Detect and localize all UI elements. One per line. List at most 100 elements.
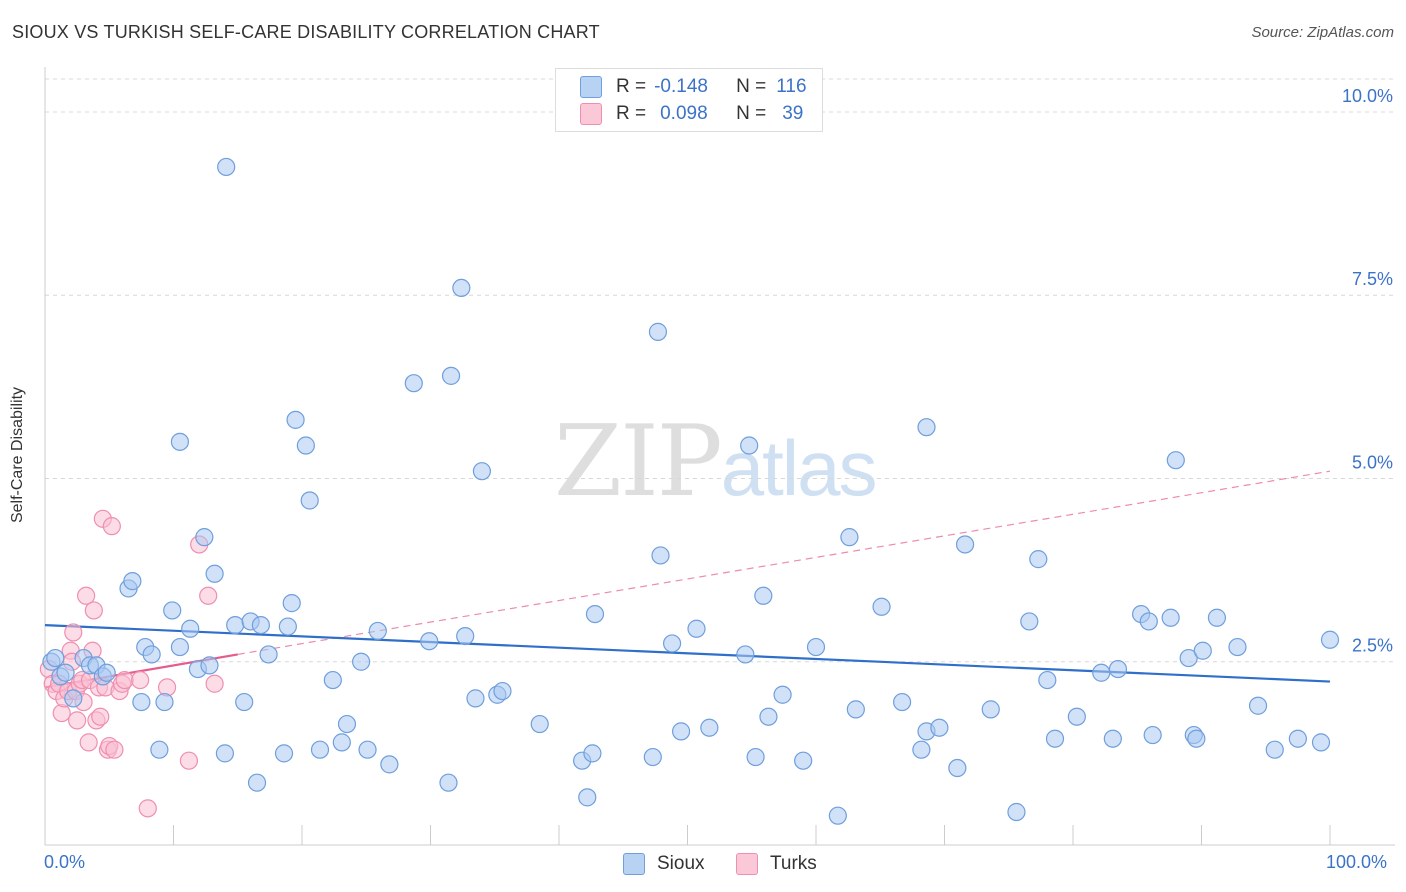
sioux-point (337, 714, 357, 734)
turks-point (199, 586, 218, 605)
sioux-point (278, 617, 297, 636)
sioux-point (142, 645, 161, 664)
sioux-point (912, 740, 931, 759)
legend-n-label: N = (736, 76, 767, 97)
sioux-point (736, 645, 755, 664)
grid-layer (45, 78, 1395, 663)
tick-label-layer: 2.5% 5.0% 7.5% 10.0% (1342, 86, 1393, 656)
sioux-point (585, 605, 605, 624)
sioux-point (1193, 641, 1212, 660)
watermark-zip: ZIP (554, 405, 723, 519)
sioux-point (466, 689, 485, 708)
sioux-point (170, 432, 190, 451)
sioux-point (1007, 802, 1026, 822)
legend: R = -0.148 N = 116 R = 0.098 N = 39 (555, 68, 823, 132)
sioux-point (310, 740, 330, 759)
sioux-point (368, 621, 387, 641)
sioux-point (274, 744, 294, 763)
sioux-point (1265, 740, 1284, 759)
legend-r-label: R = (616, 76, 647, 97)
y-axis-label: Self-Care Disability (9, 386, 26, 524)
sioux-point (404, 374, 423, 393)
sioux-point (420, 632, 439, 651)
sioux-point (651, 546, 670, 565)
sioux-point (773, 685, 792, 704)
sioux-point (441, 366, 461, 385)
turks-point (102, 517, 121, 536)
sioux-point (64, 689, 83, 708)
sioux-point (1166, 451, 1185, 470)
bottom-legend-swatch-turks (736, 853, 758, 875)
bottom-legend-sioux: Sioux (623, 852, 705, 876)
points-layer (39, 157, 1340, 825)
turks-point (77, 586, 96, 605)
sioux-point (123, 572, 142, 591)
sioux-point (746, 747, 765, 767)
sioux-point (754, 586, 773, 605)
sioux-point (155, 692, 174, 712)
sioux-point (195, 528, 214, 547)
sioux-point (1320, 630, 1340, 649)
sioux-point (1067, 707, 1086, 726)
x-tick-label-max: 100.0% (1326, 852, 1388, 872)
sioux-point (132, 692, 151, 712)
sioux-point (1092, 663, 1111, 682)
sioux-point (226, 615, 245, 635)
sioux-point (917, 418, 936, 437)
sioux-point (872, 597, 891, 616)
sioux-point (200, 656, 219, 675)
sioux-point (181, 619, 200, 638)
sioux-point (740, 436, 759, 455)
sioux-point (981, 700, 1000, 719)
legend-row-turks: R = 0.098 N = 39 (580, 102, 803, 126)
legend-n-value: 116 (776, 76, 807, 97)
sioux-point (1179, 648, 1198, 668)
sioux-point (892, 692, 912, 712)
y-tick-label: 5.0% (1352, 452, 1393, 472)
sioux-point (1029, 550, 1048, 569)
sioux-point (163, 601, 182, 620)
sioux-point (215, 744, 234, 763)
sioux-point (530, 714, 549, 734)
turks-point (138, 799, 157, 818)
sioux-point (1207, 608, 1227, 627)
sioux-point (578, 788, 597, 807)
sioux-point (46, 648, 65, 668)
legend-row-sioux: R = -0.148 N = 116 (580, 75, 807, 99)
sioux-point (472, 462, 491, 481)
sioux-point (1139, 612, 1158, 631)
sioux-point (643, 747, 662, 767)
y-tick-label: 7.5% (1352, 269, 1393, 289)
sioux-point (251, 615, 270, 635)
turks-point (79, 733, 98, 752)
turks-point (105, 740, 124, 759)
sioux-point (323, 670, 342, 690)
sioux-point (1038, 670, 1057, 690)
sioux-point (300, 491, 319, 510)
legend-swatch-sioux (580, 76, 602, 98)
sioux-point (150, 740, 169, 759)
sioux-point (97, 663, 116, 682)
sioux-point (358, 740, 377, 759)
sioux-point (380, 755, 399, 774)
turks-point (68, 711, 87, 730)
trend-layer (44, 470, 1331, 689)
sioux-point (759, 707, 778, 726)
sioux-point (56, 663, 75, 682)
turks-point (84, 601, 103, 620)
sioux-point (662, 634, 682, 653)
bottom-legend-turks: Turks (736, 852, 817, 876)
sioux-point (1187, 729, 1206, 748)
source-credit: Source: ZipAtlas.com (1251, 24, 1394, 41)
sioux-point (583, 744, 602, 763)
sioux-point (1228, 637, 1247, 657)
sioux-point (235, 692, 254, 712)
legend-n-value: 39 (782, 103, 804, 124)
sioux-point (1020, 612, 1039, 631)
sioux-point (828, 806, 847, 825)
bottom-legend-swatch-sioux (623, 853, 645, 875)
sioux-point (352, 652, 371, 671)
turks-point (205, 674, 224, 693)
y-tick-label: 10.0% (1342, 86, 1393, 106)
